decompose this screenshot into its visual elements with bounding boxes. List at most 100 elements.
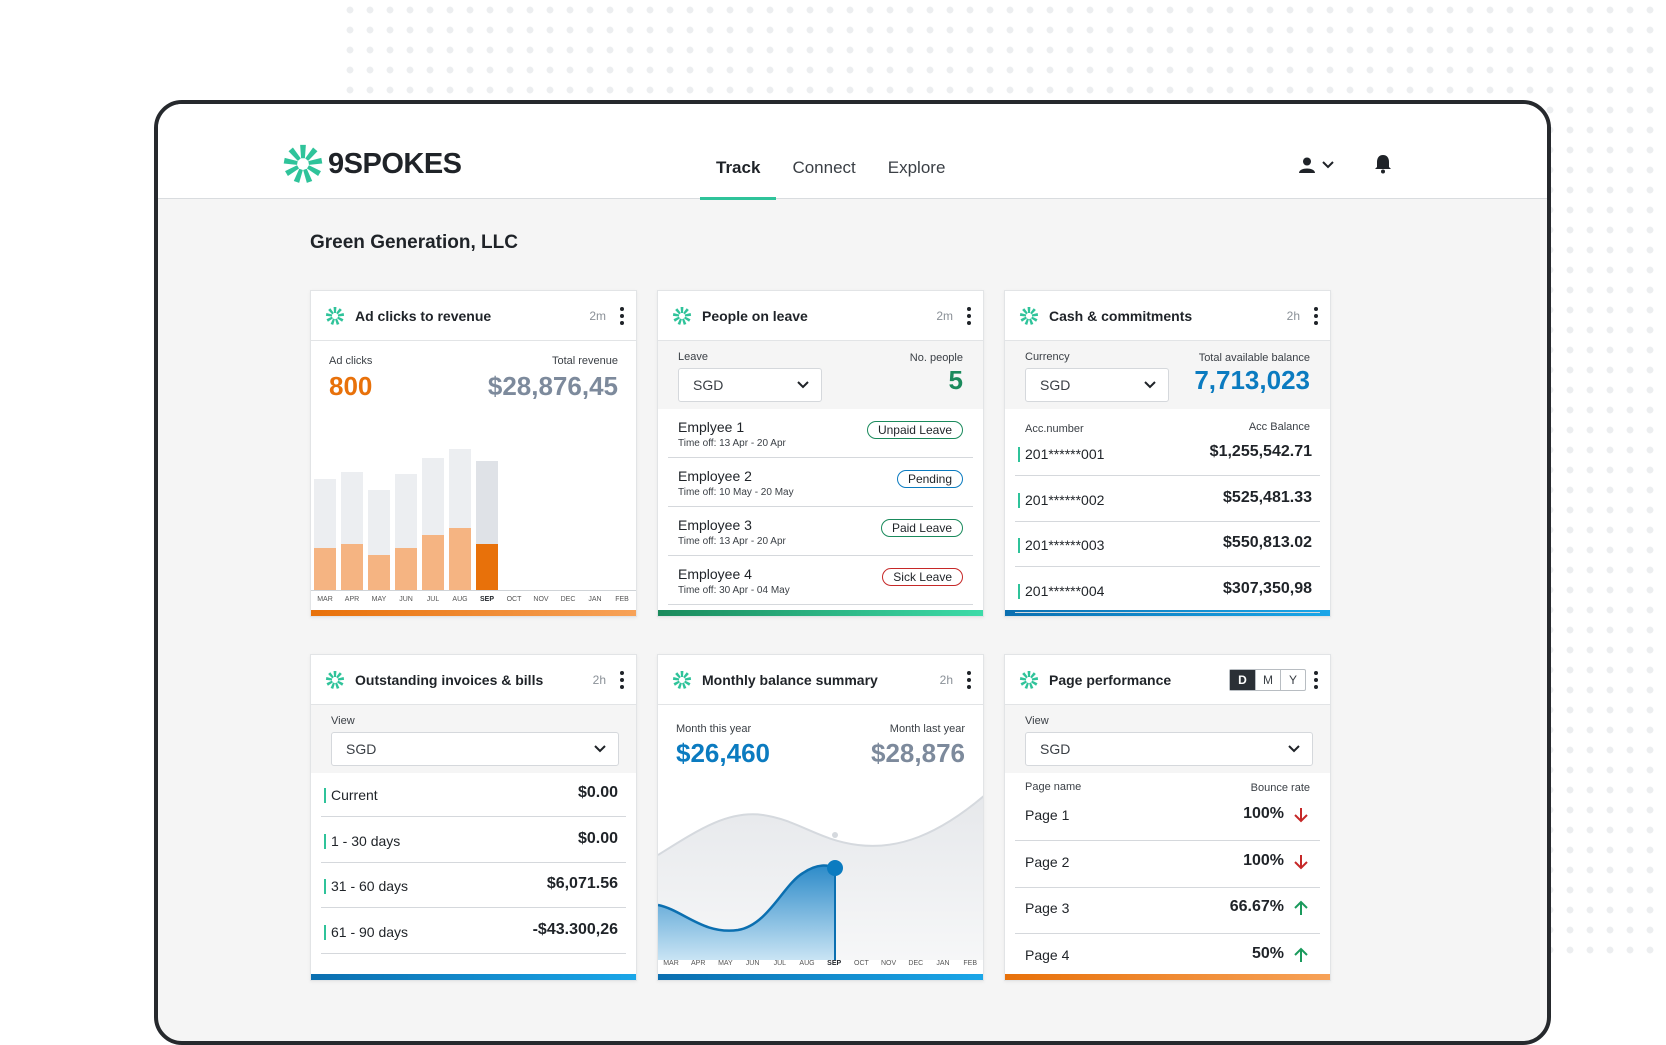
page-performance-card: Page performance D M Y View SGD Page nam… <box>1004 654 1331 981</box>
account-row[interactable]: 201******002 $525,481.33 <box>1015 477 1320 522</box>
page-performance-row[interactable]: Page 1 100% <box>1015 795 1320 841</box>
invoice-aging-row[interactable]: 31 - 60 days $6,071.56 <box>321 863 626 908</box>
account-number: 201******003 <box>1025 537 1105 553</box>
month-tick-mar: MAR <box>663 960 679 967</box>
card-updated-age: 2h <box>1286 308 1300 323</box>
select-value: SGD <box>1040 741 1071 757</box>
month-tick-nov: NOV <box>881 960 897 967</box>
invoice-aging-row[interactable]: 1 - 30 days $0.00 <box>321 818 626 863</box>
period-month-button[interactable]: M <box>1255 669 1280 690</box>
leave-row[interactable]: Employee 4 Time off: 30 Apr - 04 May Sick … <box>668 556 973 605</box>
page-performance-row[interactable]: Page 4 50% <box>1015 935 1320 980</box>
bounce-rate-value: 66.67% <box>1229 898 1284 915</box>
ad-clicks-bar-chart <box>311 411 636 591</box>
row-marker <box>324 788 326 803</box>
month-tick-jun: JUN <box>399 596 413 603</box>
card-updated-age: 2m <box>589 308 606 323</box>
aging-bucket: Current <box>331 787 378 803</box>
month-tick-sep: SEP <box>827 960 842 967</box>
invoices-filter-panel: View SGD <box>311 705 636 773</box>
account-balance: $307,350,98 <box>1223 579 1312 597</box>
card-menu-button[interactable] <box>620 670 626 689</box>
card-accent-bar <box>311 974 636 980</box>
card-title: Ad clicks to revenue <box>355 307 492 324</box>
arrow-up-icon <box>1294 900 1308 915</box>
main-nav: Track Connect Explore <box>700 104 961 200</box>
card-header: Cash & commitments 2h <box>1005 291 1330 341</box>
card-menu-button[interactable] <box>1314 670 1320 689</box>
notifications-button[interactable] <box>1374 154 1392 179</box>
user-menu-button[interactable] <box>1298 156 1334 174</box>
month-tick-dec: DEC <box>560 596 576 603</box>
acc-number-header: Acc.number <box>1025 423 1084 435</box>
aging-bucket: 61 - 90 days <box>331 923 409 940</box>
employee-name: Employee 3 <box>678 517 752 533</box>
leave-row[interactable]: Employee 2 Time off: 10 May - 20 May Pendi… <box>668 458 973 507</box>
invoice-aging-row[interactable]: 61 - 90 days -$43.300,26 <box>321 909 626 954</box>
time-off-range: Time off: 30 Apr - 04 May <box>678 585 790 596</box>
month-last-year-label: Month last year <box>889 723 965 735</box>
period-day-button[interactable]: D <box>1230 669 1255 690</box>
bar-value-may <box>368 555 390 591</box>
bounce-rate-value: 50% <box>1251 944 1284 962</box>
view-label: View <box>331 715 355 727</box>
card-updated-age: 2m <box>936 308 953 323</box>
nav-tab-explore[interactable]: Explore <box>887 158 946 177</box>
card-menu-button[interactable] <box>1314 306 1320 325</box>
card-updated-age: 2h <box>592 672 606 687</box>
invoice-aging-row[interactable]: Current $0.00 <box>321 772 626 817</box>
month-tick-may: MAY <box>371 596 387 603</box>
chevron-down-icon <box>1322 161 1334 169</box>
bounce-rate-header: Bounce rate <box>1250 782 1310 794</box>
spokes-icon <box>325 306 345 325</box>
arrow-down-icon <box>1294 854 1308 869</box>
bar-value-jul <box>422 535 444 591</box>
bell-icon <box>1375 155 1391 174</box>
nav-tab-track[interactable]: Track <box>700 104 777 200</box>
cash-currency-select[interactable]: SGD <box>1025 368 1169 402</box>
row-marker <box>1018 583 1020 599</box>
account-balance: $1,255,542.71 <box>1209 443 1312 460</box>
account-number: 201******004 <box>1025 582 1105 599</box>
card-title: Outstanding invoices & bills <box>355 671 544 688</box>
card-header: Page performance D M Y <box>1005 655 1330 705</box>
card-menu-button[interactable] <box>967 306 973 325</box>
page-performance-row[interactable]: Page 2 100% <box>1015 842 1320 888</box>
nav-tab-connect[interactable]: Connect <box>792 158 856 177</box>
brand-logo[interactable]: 9SPOKES <box>282 142 462 186</box>
page-performance-row[interactable]: Page 3 66.67% <box>1015 888 1320 934</box>
cash-commitments-card: Cash & commitments 2h Currency SGD Total… <box>1004 290 1331 617</box>
spokes-logo-icon <box>283 144 323 183</box>
page-perf-view-select[interactable]: SGD <box>1025 732 1313 766</box>
month-tick-sep: SEP <box>479 596 494 603</box>
bounce-rate-value: 100% <box>1243 851 1284 869</box>
month-tick-jan: JAN <box>588 596 602 603</box>
aging-amount: $0.00 <box>577 829 618 847</box>
period-year-button[interactable]: Y <box>1280 669 1305 690</box>
card-menu-button[interactable] <box>967 670 973 689</box>
leave-currency-select[interactable]: SGD <box>678 368 822 402</box>
spokes-icon <box>325 670 345 689</box>
ad-clicks-month-axis: MAR APR MAY JUN JUL AUG SEP OCT NOV DEC JAN FEB <box>311 596 636 608</box>
total-revenue-label: Total revenue <box>551 355 618 367</box>
card-title: Monthly balance summary <box>702 671 878 688</box>
account-row[interactable]: 201******001 $1,255,542.71 <box>1015 431 1320 476</box>
ad-clicks-label: Ad clicks <box>329 355 373 367</box>
select-value: SGD <box>693 377 724 393</box>
monthly-balance-card: Monthly balance summary 2h Month this ye… <box>657 654 984 981</box>
account-number: 201******002 <box>1025 491 1105 508</box>
card-accent-bar <box>311 610 636 616</box>
account-row[interactable]: 201******003 $550,813.02 <box>1015 522 1320 567</box>
time-off-range: Time off: 13 Apr - 20 Apr <box>678 438 786 449</box>
leave-row[interactable]: Employee 3 Time off: 13 Apr - 20 Apr Paid … <box>668 507 973 556</box>
account-row[interactable]: 201******004 $307,350,98 <box>1015 568 1320 613</box>
card-menu-button[interactable] <box>620 306 626 325</box>
ad-clicks-card: Ad clicks to revenue 2m Ad clicks 800 To… <box>310 290 637 617</box>
row-marker <box>1018 447 1020 462</box>
page-name: Page 4 <box>1025 946 1070 963</box>
spokes-icon <box>1019 670 1039 689</box>
bar-value-apr <box>341 544 363 591</box>
account-balance: $525,481.33 <box>1223 488 1312 506</box>
invoices-view-select[interactable]: SGD <box>331 732 619 766</box>
leave-row[interactable]: Emplyee 1 Time off: 13 Apr - 20 Apr Unpaid… <box>668 409 973 458</box>
